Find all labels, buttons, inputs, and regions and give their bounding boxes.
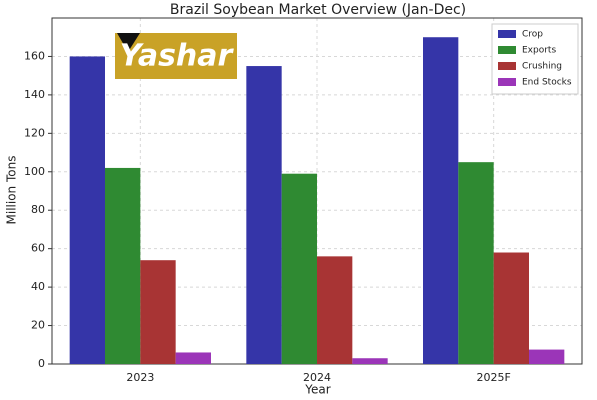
bar: [317, 256, 353, 364]
y-tick-label: 140: [24, 88, 45, 101]
bar: [140, 260, 176, 364]
legend-label: Crushing: [522, 62, 562, 72]
y-tick-label: 100: [24, 165, 45, 178]
y-tick-label: 80: [31, 203, 45, 216]
bar: [529, 349, 565, 364]
bar: [493, 252, 529, 364]
x-tick-label: 2023: [126, 371, 154, 384]
y-tick-label: 60: [31, 242, 45, 255]
y-tick-label: 20: [31, 319, 45, 332]
logo: Yashar: [115, 33, 237, 79]
bar: [175, 352, 211, 364]
logo-text: Yashar: [120, 39, 235, 74]
bar: [458, 162, 494, 364]
legend-label: Exports: [522, 46, 556, 56]
bar: [69, 56, 105, 364]
x-tick-label: 2025F: [477, 371, 511, 384]
y-tick-label: 160: [24, 49, 45, 62]
logo-box: [115, 33, 237, 79]
logo-mark: [117, 33, 140, 52]
legend-swatch: [498, 30, 516, 38]
bar: [423, 37, 459, 364]
y-tick-label: 40: [31, 280, 45, 293]
bar: [281, 173, 317, 364]
bar: [105, 167, 141, 364]
legend-label: End Stocks: [522, 78, 572, 88]
legend-swatch: [498, 46, 516, 54]
legend-swatch: [498, 78, 516, 86]
bar: [246, 66, 282, 365]
legend-label: Crop: [522, 30, 543, 40]
legend-swatch: [498, 62, 516, 70]
y-axis-label: Million Tons: [5, 156, 19, 225]
y-tick-label: 0: [38, 357, 45, 370]
x-tick-label: 2024: [303, 371, 331, 384]
y-tick-label: 120: [24, 126, 45, 139]
x-axis-label: Year: [304, 383, 330, 397]
bar: [352, 358, 388, 364]
chart-title: Brazil Soybean Market Overview (Jan-Dec): [170, 2, 466, 18]
